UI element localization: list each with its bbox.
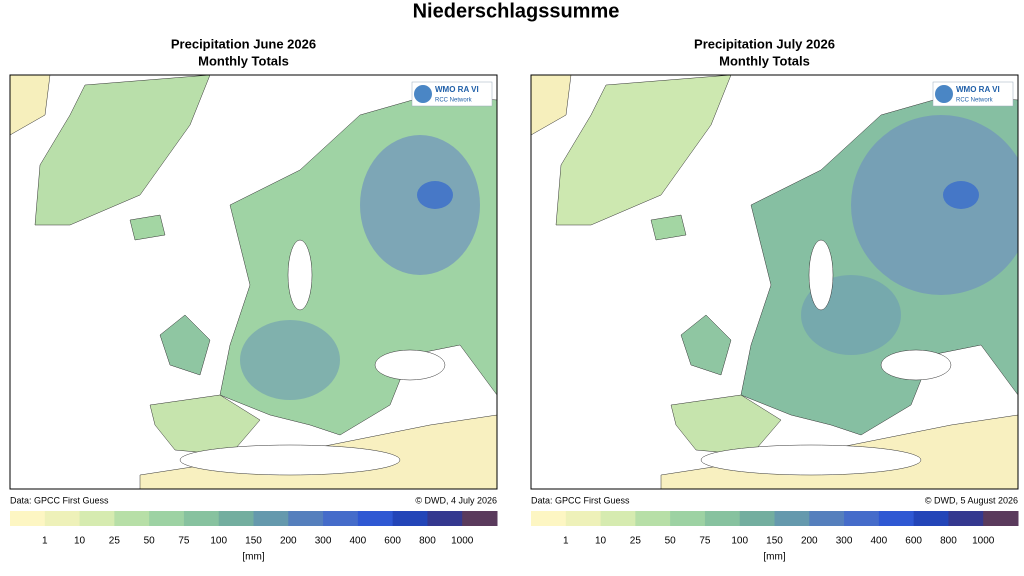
colorbar-tick-label: 200 <box>280 536 297 547</box>
map-land <box>531 75 1018 489</box>
colorbar-segment <box>670 511 706 526</box>
colorbar-segment <box>357 511 394 526</box>
colorbar-tick-label: 300 <box>315 536 332 547</box>
colorbar-segment <box>183 511 220 526</box>
panel-title: Precipitation June 2026 <box>171 36 316 51</box>
data-source: Data: GPCC First Guess <box>10 495 109 505</box>
land-canada <box>10 75 51 136</box>
wet-area <box>360 135 480 275</box>
colorbar-tick-label: 1 <box>563 536 569 547</box>
colorbar-segment <box>983 511 1019 526</box>
colorbar-tick-label: 200 <box>801 536 818 547</box>
colorbar-segment <box>218 511 254 526</box>
sea-med <box>700 444 922 476</box>
logo-icon <box>414 85 432 103</box>
land-britain <box>159 314 211 376</box>
colorbar-unit: [mm] <box>242 552 264 563</box>
colorbar-segment <box>704 511 741 526</box>
panel-subtitle: Monthly Totals <box>719 53 810 68</box>
map-frame <box>9 74 498 490</box>
colorbar-segment <box>913 511 949 526</box>
colorbar-tick-label: 100 <box>210 536 227 547</box>
colorbar-tick-label: 600 <box>384 536 401 547</box>
colorbar-tick-label: 800 <box>940 536 957 547</box>
colorbar-segment <box>739 511 775 526</box>
colorbar-segment <box>531 511 567 526</box>
colorbar-segment <box>323 511 359 526</box>
wet-core <box>943 181 979 209</box>
sea-baltic <box>287 239 313 311</box>
colorbar-segment <box>600 511 636 526</box>
colorbar-tick-label: 150 <box>245 536 262 547</box>
logo-line1: WMO RA VI <box>956 85 1000 94</box>
logo-line2: RCC Network <box>956 98 994 104</box>
logo-line2: RCC Network <box>435 98 473 104</box>
map-land <box>10 75 497 489</box>
colorbar-segment <box>878 511 915 526</box>
panel-title: Precipitation July 2026 <box>694 36 835 51</box>
logo-line1: WMO RA VI <box>435 85 479 94</box>
page-title: Niederschlagssumme <box>413 0 620 22</box>
sea-baltic <box>808 239 834 311</box>
colorbar-segment <box>462 511 498 526</box>
colorbar-tick-label: 10 <box>74 536 86 547</box>
colorbar-segment <box>844 511 880 526</box>
colorbar-segment <box>149 511 185 526</box>
colorbar-tick-label: 50 <box>144 536 156 547</box>
colorbar-segment <box>79 511 115 526</box>
colorbar-segment <box>44 511 81 526</box>
sea-black <box>880 349 952 381</box>
colorbar-tick-label: 100 <box>731 536 748 547</box>
wet-core <box>417 181 453 209</box>
colorbar-segment <box>114 511 150 526</box>
wet-area <box>851 115 1018 295</box>
colorbar-tick-label: 300 <box>836 536 853 547</box>
credit: © DWD, 5 August 2026 <box>925 495 1018 505</box>
map-panel: Precipitation June 2026 Monthly Totals WMO… <box>9 36 498 563</box>
colorbar-segment <box>774 511 810 526</box>
colorbar-segment <box>565 511 602 526</box>
land-iceland <box>129 214 166 241</box>
colorbar-tick-label: 75 <box>699 536 711 547</box>
colorbar-unit: [mm] <box>763 552 785 563</box>
colorbar-segment <box>948 511 984 526</box>
colorbar-segment <box>288 511 324 526</box>
colorbar-tick-label: 25 <box>109 536 121 547</box>
colorbar-segment <box>427 511 463 526</box>
colorbar-tick-label: 150 <box>766 536 783 547</box>
colorbar-tick-label: 1 <box>42 536 48 547</box>
sea-black <box>374 349 446 381</box>
land-greenland <box>34 75 211 226</box>
colorbar-tick-label: 400 <box>350 536 367 547</box>
land-britain <box>680 314 732 376</box>
colorbar-segment <box>635 511 671 526</box>
colorbar-tick-label: 50 <box>665 536 677 547</box>
colorbar-tick-label: 800 <box>419 536 436 547</box>
land-canada <box>531 75 572 136</box>
colorbar-tick-label: 600 <box>905 536 922 547</box>
colorbar-tick-label: 25 <box>630 536 642 547</box>
data-source: Data: GPCC First Guess <box>531 495 630 505</box>
panel-subtitle: Monthly Totals <box>198 53 289 68</box>
colorbar-segment <box>392 511 428 526</box>
colorbar-tick-label: 1000 <box>972 536 995 547</box>
land-greenland <box>555 75 732 226</box>
sea-med <box>179 444 401 476</box>
wet-area <box>240 320 340 400</box>
colorbar-segment <box>253 511 289 526</box>
credit: © DWD, 4 July 2026 <box>415 495 497 505</box>
land-iceland <box>650 214 687 241</box>
colorbar-tick-label: 1000 <box>451 536 474 547</box>
colorbar-tick-label: 10 <box>595 536 607 547</box>
colorbar-segment <box>809 511 845 526</box>
map-frame <box>530 74 1019 490</box>
map-panel: Precipitation July 2026 Monthly Totals WMO… <box>530 36 1019 563</box>
colorbar-tick-label: 75 <box>178 536 190 547</box>
colorbar-tick-label: 400 <box>871 536 888 547</box>
colorbar-segment <box>10 511 46 526</box>
logo-icon <box>935 85 953 103</box>
